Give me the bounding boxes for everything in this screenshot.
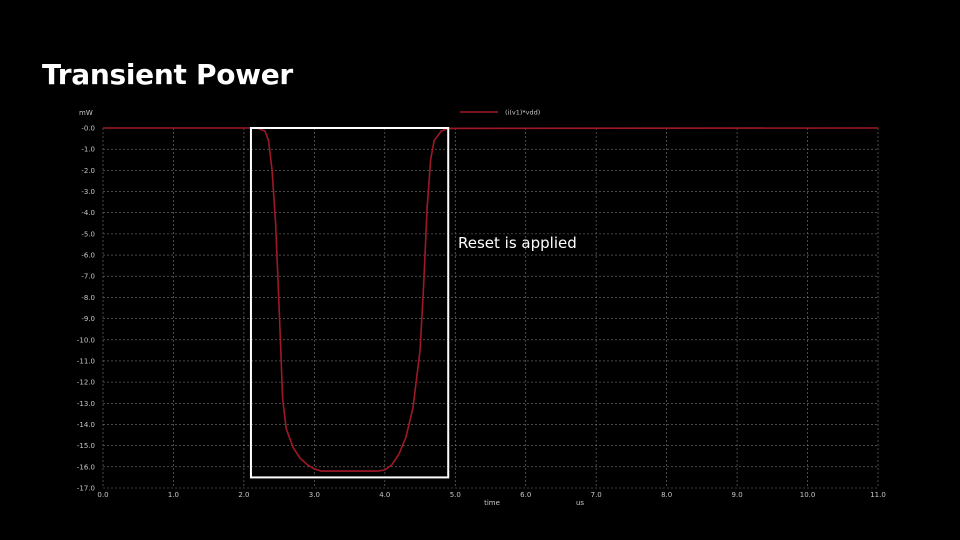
x-tick-label: 7.0	[591, 491, 602, 499]
x-tick-label: 6.0	[520, 491, 531, 499]
x-tick-label: 4.0	[379, 491, 390, 499]
y-tick-label: -1.0	[81, 146, 95, 154]
slide-title: Transient Power	[42, 58, 293, 91]
y-tick-label: -11.0	[77, 357, 95, 365]
y-axis-unit: mW	[79, 109, 93, 117]
y-tick-label: -3.0	[81, 188, 95, 196]
legend-label: (i(v1)*vdd)	[505, 109, 540, 117]
y-tick-label: -13.0	[77, 400, 95, 408]
y-tick-label: -9.0	[81, 315, 95, 323]
y-tick-label: -12.0	[77, 379, 95, 387]
y-tick-label: -5.0	[81, 230, 95, 238]
y-tick-label: -17.0	[77, 485, 95, 493]
y-tick-label: -6.0	[81, 252, 95, 260]
y-tick-label: -4.0	[81, 209, 95, 217]
axis-layer: 0.0 1.0 2.0 3.0 4.0 5.0 6.0 7.0 8.0 9.0 10.0 11.0 -0…	[77, 109, 886, 507]
grid-layer	[102, 127, 879, 489]
x-tick-label: 2.0	[238, 491, 249, 499]
y-tick-label: -0.0	[81, 125, 95, 133]
y-tick-label: -2.0	[81, 167, 95, 175]
y-tick-label: -10.0	[77, 336, 95, 344]
x-tick-label: 5.0	[450, 491, 461, 499]
series-layer	[103, 127, 879, 472]
x-tick-label: 9.0	[732, 491, 743, 499]
x-tick-label: 3.0	[309, 491, 320, 499]
y-tick-label: -15.0	[77, 442, 95, 450]
y-tick-label: -7.0	[81, 273, 95, 281]
x-tick-label: 1.0	[168, 491, 179, 499]
highlight-layer	[249, 127, 450, 479]
legend: (i(v1)*vdd)	[460, 109, 540, 117]
y-tick-label: -8.0	[81, 294, 95, 302]
y-tick-label: -14.0	[77, 421, 95, 429]
x-axis-label: time	[484, 499, 500, 507]
x-tick-label: 11.0	[870, 491, 886, 499]
x-tick-label: 10.0	[800, 491, 816, 499]
reset-annotation: Reset is applied	[458, 234, 577, 252]
reset-highlight-box	[249, 127, 450, 479]
series-line	[103, 127, 879, 472]
x-tick-label: 0.0	[97, 491, 108, 499]
x-tick-label: 8.0	[661, 491, 672, 499]
x-axis-unit: us	[576, 499, 584, 507]
y-tick-label: -16.0	[77, 463, 95, 471]
